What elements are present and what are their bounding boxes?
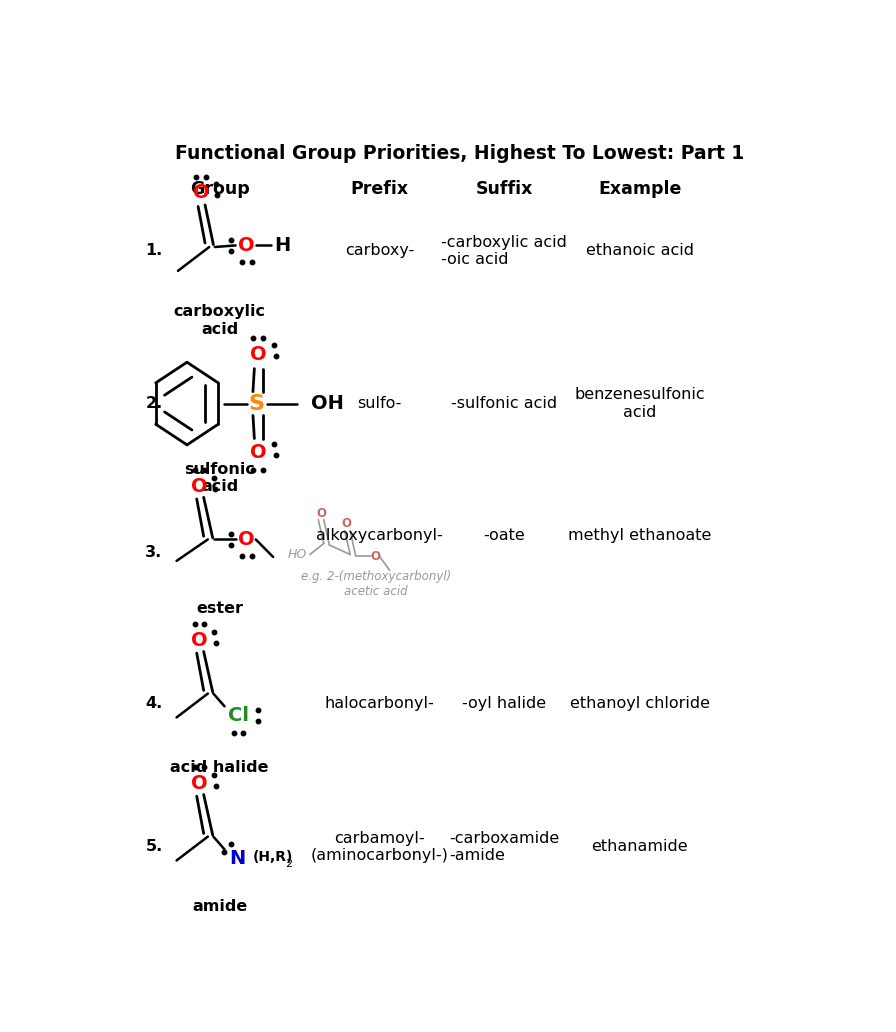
Text: OH: OH [311, 394, 343, 413]
Text: O: O [341, 517, 352, 530]
Text: 4.: 4. [145, 697, 162, 711]
Text: O: O [238, 530, 255, 549]
Text: Example: Example [598, 180, 682, 198]
Text: Cl: Cl [228, 706, 249, 725]
Text: Functional Group Priorities, Highest To Lowest: Part 1: Functional Group Priorities, Highest To … [175, 143, 744, 163]
Text: methyl ethanoate: methyl ethanoate [568, 528, 711, 543]
Text: HO: HO [288, 548, 306, 561]
Text: O: O [191, 477, 208, 495]
Text: 1.: 1. [145, 244, 162, 258]
Text: 2: 2 [286, 859, 293, 869]
Text: S: S [248, 393, 264, 414]
Text: -oyl halide: -oyl halide [462, 697, 547, 711]
Text: halocarbonyl-: halocarbonyl- [324, 697, 435, 711]
Text: Suffix: Suffix [476, 180, 533, 198]
Text: sulfo-: sulfo- [358, 396, 401, 411]
Text: O: O [249, 444, 266, 462]
Text: 5.: 5. [145, 839, 162, 854]
Text: 2.: 2. [145, 396, 162, 411]
Text: O: O [370, 550, 380, 562]
Text: O: O [193, 184, 209, 202]
Text: O: O [191, 774, 208, 793]
Text: H: H [275, 236, 291, 255]
Text: -carboxamide
-amide: -carboxamide -amide [449, 831, 559, 863]
Text: sulfonic
acid: sulfonic acid [185, 461, 255, 494]
Text: carboxy-: carboxy- [345, 244, 414, 258]
Text: carbamoyl-
(aminocarbonyl-): carbamoyl- (aminocarbonyl-) [310, 831, 448, 863]
Text: O: O [316, 507, 326, 520]
Text: acid halide: acid halide [170, 760, 269, 775]
Text: amide: amide [192, 899, 247, 913]
Text: benzenesulfonic
acid: benzenesulfonic acid [574, 387, 705, 420]
Text: ethanoyl chloride: ethanoyl chloride [570, 697, 710, 711]
Text: Group: Group [190, 180, 249, 198]
Text: ethanoic acid: ethanoic acid [586, 244, 694, 258]
Text: O: O [238, 236, 255, 255]
Text: ethanamide: ethanamide [591, 839, 688, 854]
Text: Prefix: Prefix [350, 180, 409, 198]
Text: O: O [191, 631, 208, 650]
Text: -carboxylic acid
-oic acid: -carboxylic acid -oic acid [442, 235, 567, 267]
Text: e.g. 2-(methoxycarbonyl)
acetic acid: e.g. 2-(methoxycarbonyl) acetic acid [301, 571, 451, 599]
Text: -oate: -oate [484, 528, 525, 543]
Text: N: N [229, 849, 246, 868]
Text: -sulfonic acid: -sulfonic acid [452, 396, 557, 411]
Text: carboxylic
acid: carboxylic acid [174, 304, 265, 336]
Text: 3.: 3. [145, 546, 162, 560]
Text: O: O [249, 345, 266, 364]
Text: alkoxycarbonyl-: alkoxycarbonyl- [316, 528, 443, 543]
Text: ester: ester [196, 601, 243, 616]
Text: (H,R): (H,R) [253, 850, 293, 864]
